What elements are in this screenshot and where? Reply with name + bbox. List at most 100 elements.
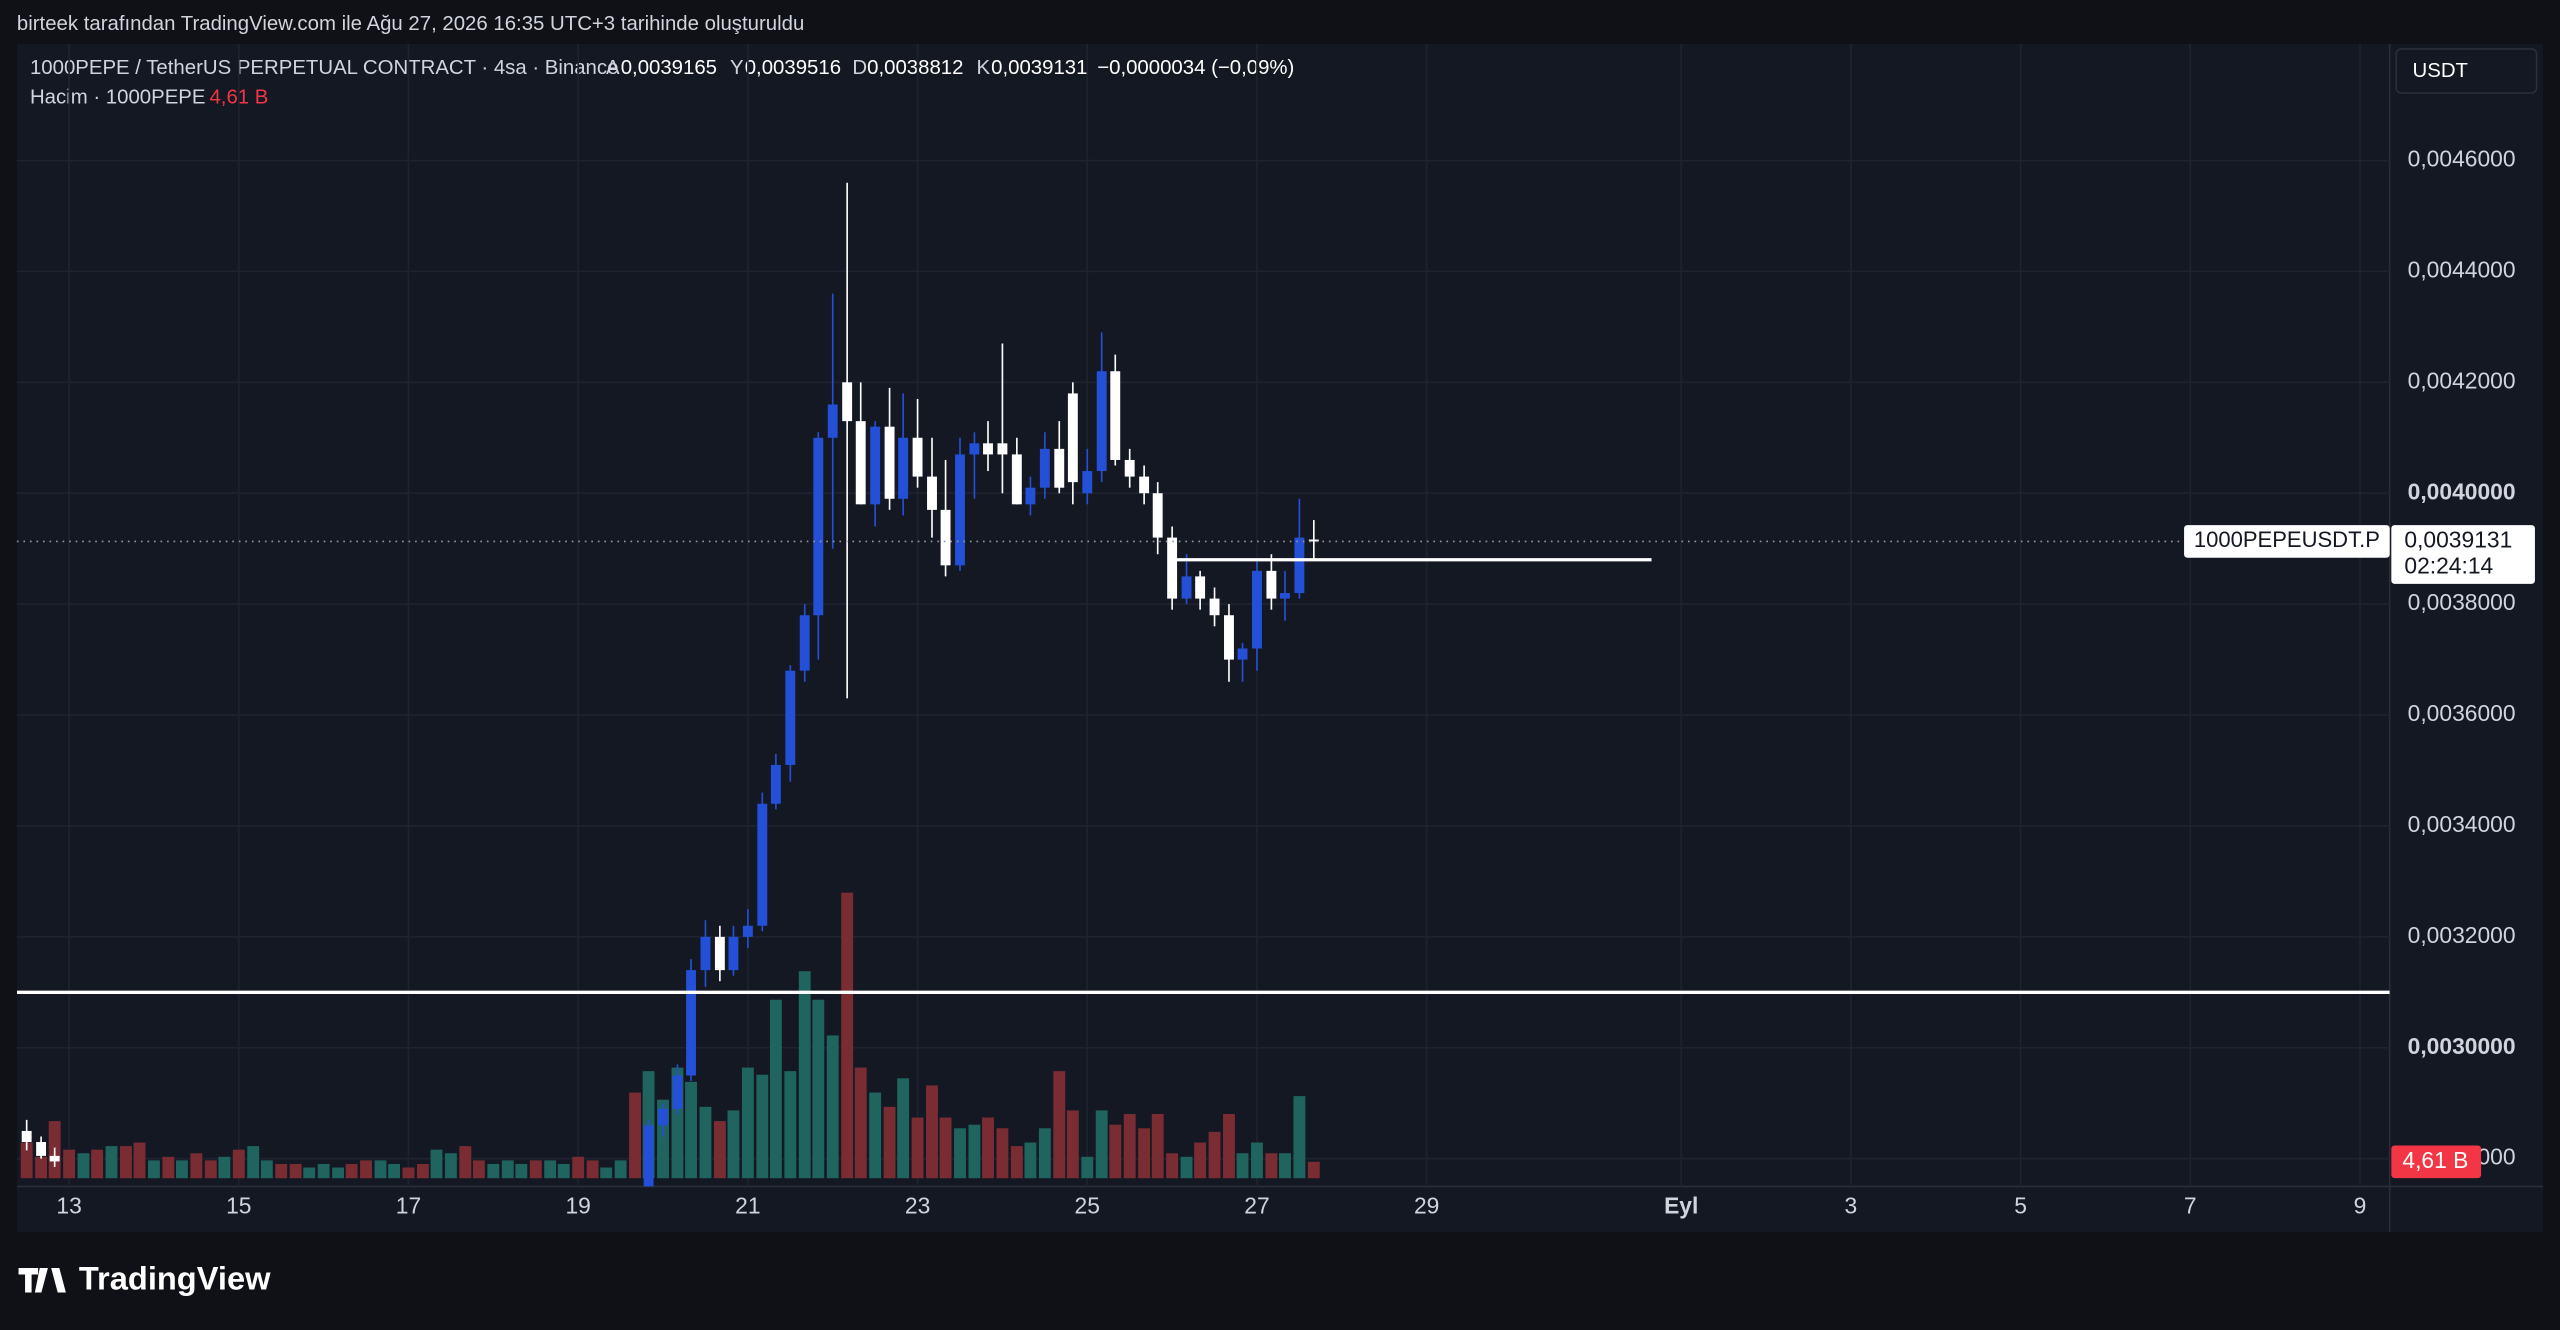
volume-axis-label: 4,61 B — [2402, 1147, 2468, 1173]
volume-bar — [1236, 1153, 1249, 1179]
volume-bar — [756, 1074, 769, 1179]
y-tick-label: 0,0040000 — [2408, 478, 2516, 504]
y-tick-label: 0,0032000 — [2408, 922, 2516, 948]
volume-bar — [360, 1160, 372, 1179]
symbol-label: 1000PEPEUSDT.P — [2194, 527, 2380, 552]
candle-body — [686, 970, 696, 1076]
volume-bar — [332, 1167, 344, 1179]
ohlc-key: K — [976, 57, 990, 79]
candle-body — [742, 925, 753, 937]
currency-box[interactable] — [2395, 48, 2538, 94]
candle-body — [927, 476, 937, 510]
ohlc-key: D — [852, 57, 867, 79]
volume-bar — [232, 1149, 245, 1179]
volume-bar — [1293, 1096, 1306, 1179]
volume-bar — [727, 1110, 740, 1179]
volume-bar — [586, 1160, 599, 1179]
candle-body — [1139, 476, 1150, 494]
attribution: birteek tarafından TradingView.com ile A… — [17, 13, 804, 35]
volume-bar — [20, 1142, 33, 1179]
plot — [16, 182, 2390, 1187]
candle-body — [855, 421, 866, 505]
volume-bar — [1010, 1146, 1023, 1179]
candle-body — [643, 1125, 654, 1187]
volume-bar — [671, 1067, 684, 1179]
volume-bar — [1138, 1128, 1151, 1179]
volume-bar — [77, 1153, 90, 1179]
candle-body — [785, 670, 796, 765]
candle-body — [827, 404, 838, 438]
volume-bar — [317, 1163, 330, 1179]
volume-bar — [629, 1092, 641, 1179]
volume-bar — [883, 1106, 896, 1179]
y-tick-label: 0,0030000 — [2408, 1033, 2516, 1059]
volume-bar — [105, 1146, 118, 1179]
volume-bar — [614, 1160, 627, 1179]
brand-logo — [18, 1267, 66, 1293]
volume-bar — [1109, 1124, 1122, 1179]
volume-bar — [1307, 1161, 1320, 1179]
candle-body — [1110, 371, 1121, 460]
y-tick-label: 0,0036000 — [2408, 700, 2516, 726]
volume-bar — [459, 1146, 472, 1179]
candle-body — [912, 437, 923, 477]
ohlc-key: Y — [730, 57, 744, 79]
volume-bar — [260, 1160, 273, 1179]
volume-bar — [1038, 1128, 1051, 1179]
volume-bar — [572, 1156, 585, 1179]
x-tick-label: 3 — [1845, 1193, 1858, 1219]
x-tick-label: Eyl — [1664, 1193, 1698, 1219]
x-tick-label: 5 — [2014, 1193, 2027, 1219]
volume-bar — [35, 1156, 48, 1179]
y-tick-label: 0,0038000 — [2408, 589, 2516, 615]
x-tick-label: 25 — [1075, 1193, 1100, 1219]
candle-body — [700, 936, 711, 971]
x-tick-label: 9 — [2354, 1193, 2367, 1219]
volume-bar — [982, 1117, 994, 1179]
x-tick-label: 23 — [905, 1193, 930, 1219]
x-tick-label: 17 — [396, 1193, 421, 1219]
candle-body — [1167, 537, 1178, 599]
volume-bar — [515, 1163, 528, 1179]
volume-bar — [289, 1163, 302, 1179]
candle-body — [658, 1108, 668, 1126]
candle-body — [1195, 576, 1206, 599]
volume-bar — [713, 1121, 726, 1179]
candle-body — [1039, 448, 1050, 488]
candle-body — [1252, 570, 1262, 649]
countdown: 02:24:14 — [2404, 553, 2493, 579]
volume-bar — [303, 1167, 316, 1179]
x-tick-label: 27 — [1244, 1193, 1269, 1219]
candle-body — [1308, 539, 1319, 542]
brand: TradingView — [18, 1260, 271, 1297]
volume-bar — [1024, 1142, 1037, 1179]
volume-bar — [699, 1106, 712, 1179]
volume-bar — [1095, 1110, 1108, 1179]
volume-bar — [741, 1067, 754, 1179]
volume-bar — [1123, 1113, 1136, 1179]
volume-bar — [926, 1085, 938, 1179]
currency[interactable]: USDT — [2413, 60, 2468, 82]
volume-bar — [402, 1167, 415, 1179]
candle-body — [799, 615, 810, 671]
volume-bar — [600, 1167, 613, 1179]
brand-name: TradingView — [79, 1260, 271, 1297]
volume-bar — [247, 1146, 260, 1179]
volume-bar — [1251, 1142, 1263, 1179]
volume-bar — [1053, 1071, 1066, 1179]
chart-pane — [16, 44, 2544, 1233]
candle-body — [1181, 576, 1192, 599]
candle-body — [955, 454, 965, 566]
candle-body — [714, 936, 725, 971]
volume-bar — [1279, 1153, 1291, 1179]
volume-bar — [501, 1160, 514, 1179]
volume-bar — [1151, 1113, 1164, 1179]
volume-bar — [529, 1160, 542, 1179]
volume-bar — [388, 1163, 400, 1179]
volume-bar — [812, 999, 825, 1179]
candle-body — [1124, 459, 1135, 477]
volume-bar — [1066, 1110, 1079, 1179]
volume-bar — [1223, 1113, 1235, 1179]
volume-bar — [798, 971, 811, 1179]
